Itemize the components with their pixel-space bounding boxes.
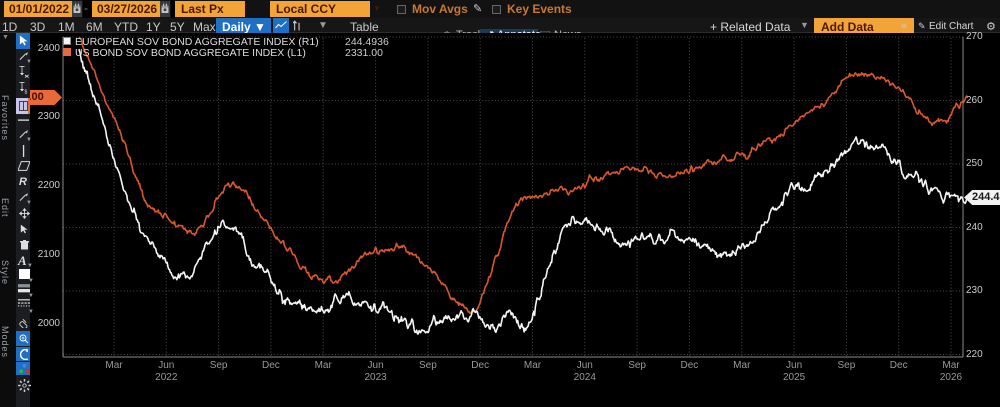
svg-text:$: $ (25, 90, 28, 95)
